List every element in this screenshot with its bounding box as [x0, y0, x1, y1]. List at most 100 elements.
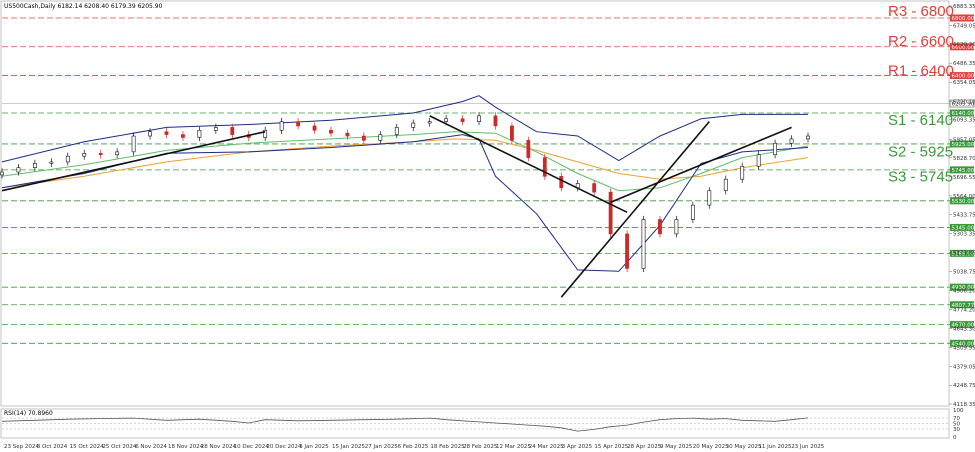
x-tick-label: 12 Mar 2025 — [496, 444, 531, 450]
rsi-tick-label: 50 — [953, 422, 960, 428]
candle-body — [773, 142, 778, 156]
candle-body — [542, 157, 547, 177]
y-tick-label: 5828.70 — [953, 156, 975, 162]
candle-body — [329, 129, 333, 134]
x-tick-label: 23 Sep 2024 — [4, 444, 39, 450]
candle-body — [0, 171, 4, 176]
rsi-tick-label: 0 — [953, 435, 957, 441]
y-tick-label: 5564.00 — [953, 194, 975, 200]
grid-level-tag-bg — [950, 301, 974, 309]
y-tick-label: 4509.95 — [953, 346, 975, 352]
y-tick-label: 4118.35 — [953, 402, 975, 408]
candle-body — [197, 129, 202, 138]
bollinger-lower — [1, 134, 809, 272]
candle-body — [181, 134, 185, 138]
grid-level-tag: 4670.00 — [952, 323, 975, 329]
grid-level-tag-bg — [950, 249, 974, 257]
x-tick-label: 28 Apr 2025 — [627, 444, 662, 450]
candle-body — [296, 121, 300, 127]
candle-body — [312, 125, 317, 131]
moving-average-slow — [1, 138, 809, 189]
y-tick-label: 6220.10 — [953, 99, 975, 105]
x-tick-label: 28 Nov 2024 — [201, 444, 237, 450]
y-tick-label: 4643.30 — [953, 326, 975, 332]
trendline — [429, 115, 628, 214]
candle-body — [658, 219, 662, 235]
candle-body — [756, 154, 761, 167]
y-tick-label: 6486.35 — [953, 61, 975, 67]
resistance-tag: 6400.00 — [952, 74, 975, 80]
candle-body — [131, 135, 136, 153]
support-tag-bg — [950, 140, 974, 148]
candle-body — [641, 219, 646, 269]
candle-body — [82, 153, 87, 157]
candle-body — [378, 134, 383, 141]
rsi-panel — [0, 408, 950, 439]
x-tick-label: 6 Nov 2024 — [135, 444, 167, 450]
x-tick-label: 20 Dec 2024 — [266, 444, 302, 450]
bollinger-upper — [1, 95, 808, 163]
candle-body — [674, 219, 679, 235]
x-tick-label: 3 Oct 2024 — [37, 444, 68, 450]
resistance-tag-bg — [950, 72, 974, 80]
support-tag-bg — [950, 109, 974, 117]
candle-body — [625, 233, 629, 269]
x-tick-label: 23 Jun 2025 — [791, 444, 825, 450]
y-tick-label: 4248.75 — [953, 383, 975, 389]
candle-body — [148, 131, 152, 137]
x-tick-label: 15 Oct 2024 — [70, 444, 105, 450]
resistance-label: R2 - 6600 — [888, 33, 954, 50]
support-tag: 6140.00 — [952, 111, 975, 117]
candle-body — [49, 161, 54, 164]
grid-level-tag: 5530.00 — [952, 199, 975, 205]
x-tick-label: 24 Mar 2025 — [529, 444, 564, 450]
x-tick-label: 28 Feb 2025 — [463, 444, 498, 450]
candle-body — [608, 191, 613, 235]
grid-level-tag: 5345.00 — [952, 225, 975, 231]
y-tick-label: 6093.35 — [953, 118, 975, 124]
resistance-label: R3 - 6800 — [888, 3, 954, 20]
candle-body — [394, 127, 399, 135]
y-tick-label: 5038.75 — [953, 270, 975, 276]
y-tick-label: 5433.75 — [953, 213, 975, 219]
support-label: S2 - 5925 — [888, 144, 953, 161]
x-tick-label: 20 May 2025 — [693, 444, 729, 450]
support-tag: 5745.00 — [952, 168, 975, 174]
candle-body — [460, 118, 465, 122]
current-price-tag: 6205.90 — [952, 102, 975, 108]
y-tick-label: 5171.85 — [953, 250, 975, 256]
candle-body — [690, 204, 695, 220]
grid-level-tag: 4807.77 — [952, 303, 975, 309]
resistance-label: R1 - 6400 — [888, 63, 954, 80]
candle-body — [16, 167, 21, 173]
y-tick-label: 4906.20 — [953, 289, 975, 295]
y-tick-label: 5957.05 — [953, 137, 975, 143]
candle-body — [510, 125, 514, 141]
x-tick-label: 3 Apr 2025 — [562, 444, 593, 450]
candle-body — [723, 178, 728, 192]
x-tick-label: 25 Oct 2024 — [102, 444, 137, 450]
y-tick-label: 6883.35 — [953, 4, 975, 10]
candle-body — [559, 176, 564, 189]
candle-body — [740, 165, 745, 180]
candle-body — [263, 129, 268, 138]
grid-level-tag-bg — [950, 321, 974, 329]
x-tick-label: 15 Jan 2025 — [332, 444, 365, 450]
candle-body — [65, 155, 70, 163]
y-tick-label: 4774.20 — [953, 308, 975, 314]
candle-body — [526, 140, 531, 158]
x-tick-label: 15 Apr 2025 — [594, 444, 629, 450]
rsi-tick-label: 70 — [953, 416, 960, 422]
symbol-header: US500Cash,Daily 6182.14 6208.40 6179.39 … — [4, 3, 163, 10]
support-label: S3 - 5745 — [888, 168, 953, 185]
support-label: S1 - 6140 — [888, 112, 953, 129]
resistance-tag: 6800.00 — [952, 16, 975, 22]
x-tick-label: 11 Jun 2025 — [758, 444, 792, 450]
candle-body — [98, 153, 103, 156]
support-tag: 5925.00 — [952, 142, 975, 148]
trendline — [610, 126, 792, 203]
y-tick-label: 6354.05 — [953, 80, 975, 86]
grid-level-tag-bg — [950, 339, 974, 347]
candle-body — [427, 121, 432, 124]
